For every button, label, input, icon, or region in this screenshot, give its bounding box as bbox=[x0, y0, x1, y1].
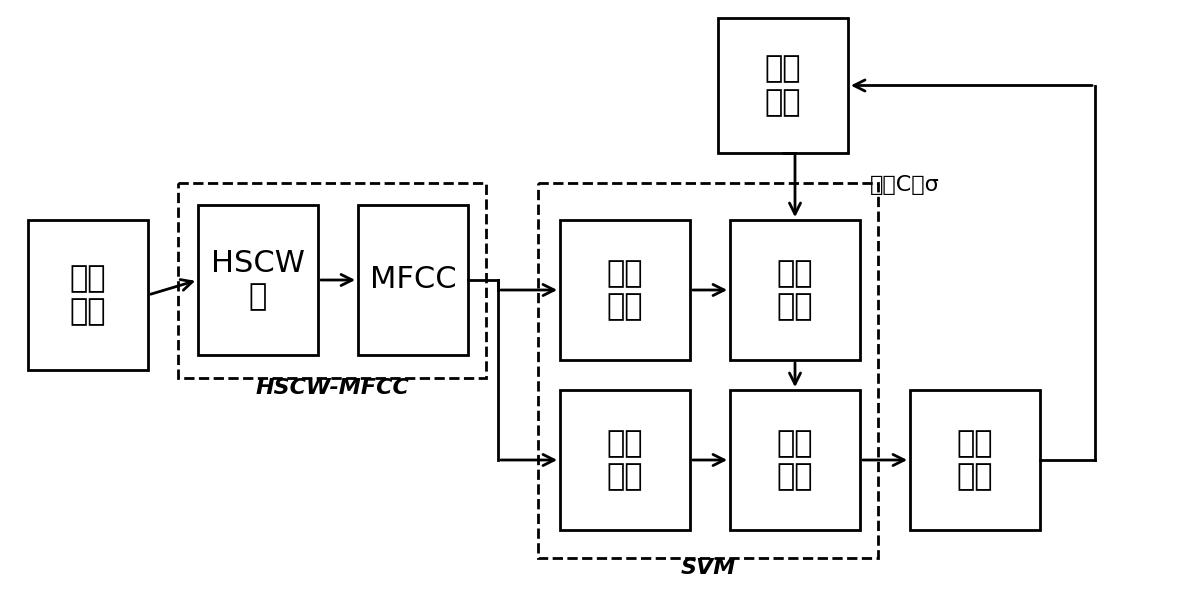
Text: SVM: SVM bbox=[680, 558, 736, 578]
Bar bbox=[560, 220, 689, 360]
Bar bbox=[910, 390, 1040, 530]
Bar bbox=[198, 205, 318, 355]
Bar bbox=[730, 390, 859, 530]
Text: HSCW-MFCC: HSCW-MFCC bbox=[255, 378, 409, 398]
Text: 训练
样本: 训练 样本 bbox=[607, 259, 643, 322]
Bar bbox=[560, 390, 689, 530]
Text: 识别
结果: 识别 结果 bbox=[956, 428, 994, 491]
Text: 测试
样本: 测试 样本 bbox=[607, 428, 643, 491]
Text: 人工
蜂群: 人工 蜂群 bbox=[765, 54, 801, 117]
Text: HSCW
窗: HSCW 窗 bbox=[211, 249, 305, 311]
Bar bbox=[730, 220, 859, 360]
Bar bbox=[537, 183, 879, 558]
Text: 生成
模型: 生成 模型 bbox=[777, 259, 813, 322]
Bar bbox=[178, 183, 486, 378]
Text: 电机
音频: 电机 音频 bbox=[69, 264, 107, 326]
Bar bbox=[718, 18, 847, 153]
Text: MFCC: MFCC bbox=[370, 265, 456, 294]
Bar bbox=[358, 205, 468, 355]
Text: 匹配
计算: 匹配 计算 bbox=[777, 428, 813, 491]
Bar bbox=[28, 220, 148, 370]
Text: 修正C和σ: 修正C和σ bbox=[870, 175, 940, 195]
